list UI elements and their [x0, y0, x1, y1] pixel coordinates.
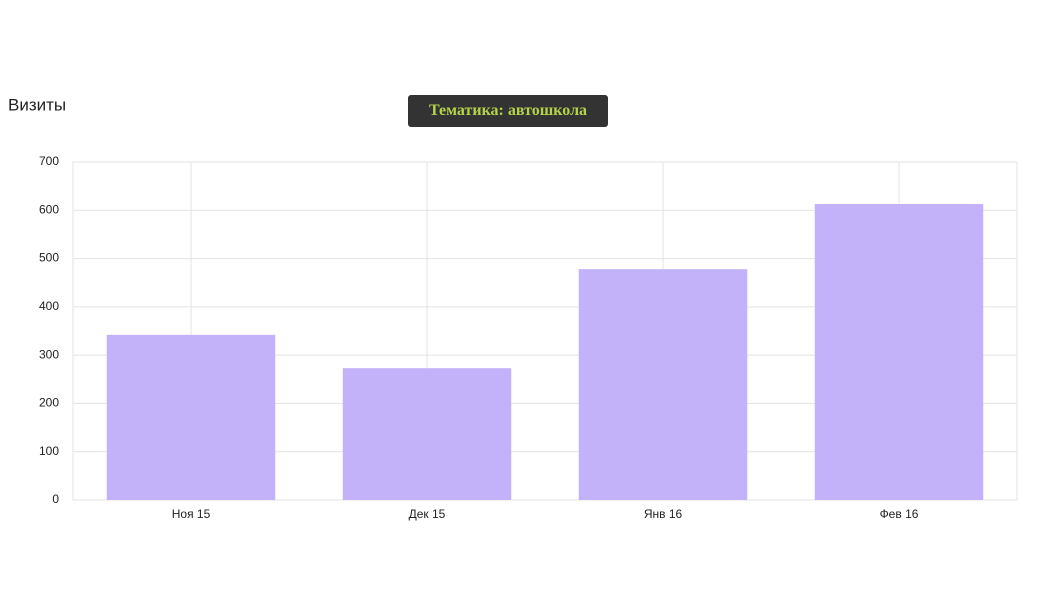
chart-title: Визиты	[8, 95, 66, 114]
y-tick-label: 400	[39, 299, 59, 313]
y-tick-label: 700	[39, 154, 59, 168]
y-tick-label: 200	[39, 396, 59, 410]
x-tick-label: Ноя 15	[172, 507, 211, 521]
x-tick-label: Фев 16	[880, 507, 919, 521]
x-tick-label: Дек 15	[409, 507, 446, 521]
y-tick-label: 500	[39, 251, 59, 265]
y-tick-label: 100	[39, 444, 59, 458]
bar	[814, 204, 984, 500]
bar	[106, 334, 276, 500]
bar	[342, 368, 512, 500]
topic-badge: Тематика: автошкола	[408, 95, 608, 127]
y-tick-label: 600	[39, 202, 59, 216]
bar	[578, 269, 748, 500]
y-tick-label: 0	[52, 492, 59, 506]
x-tick-label: Янв 16	[644, 507, 683, 521]
y-tick-label: 300	[39, 347, 59, 361]
